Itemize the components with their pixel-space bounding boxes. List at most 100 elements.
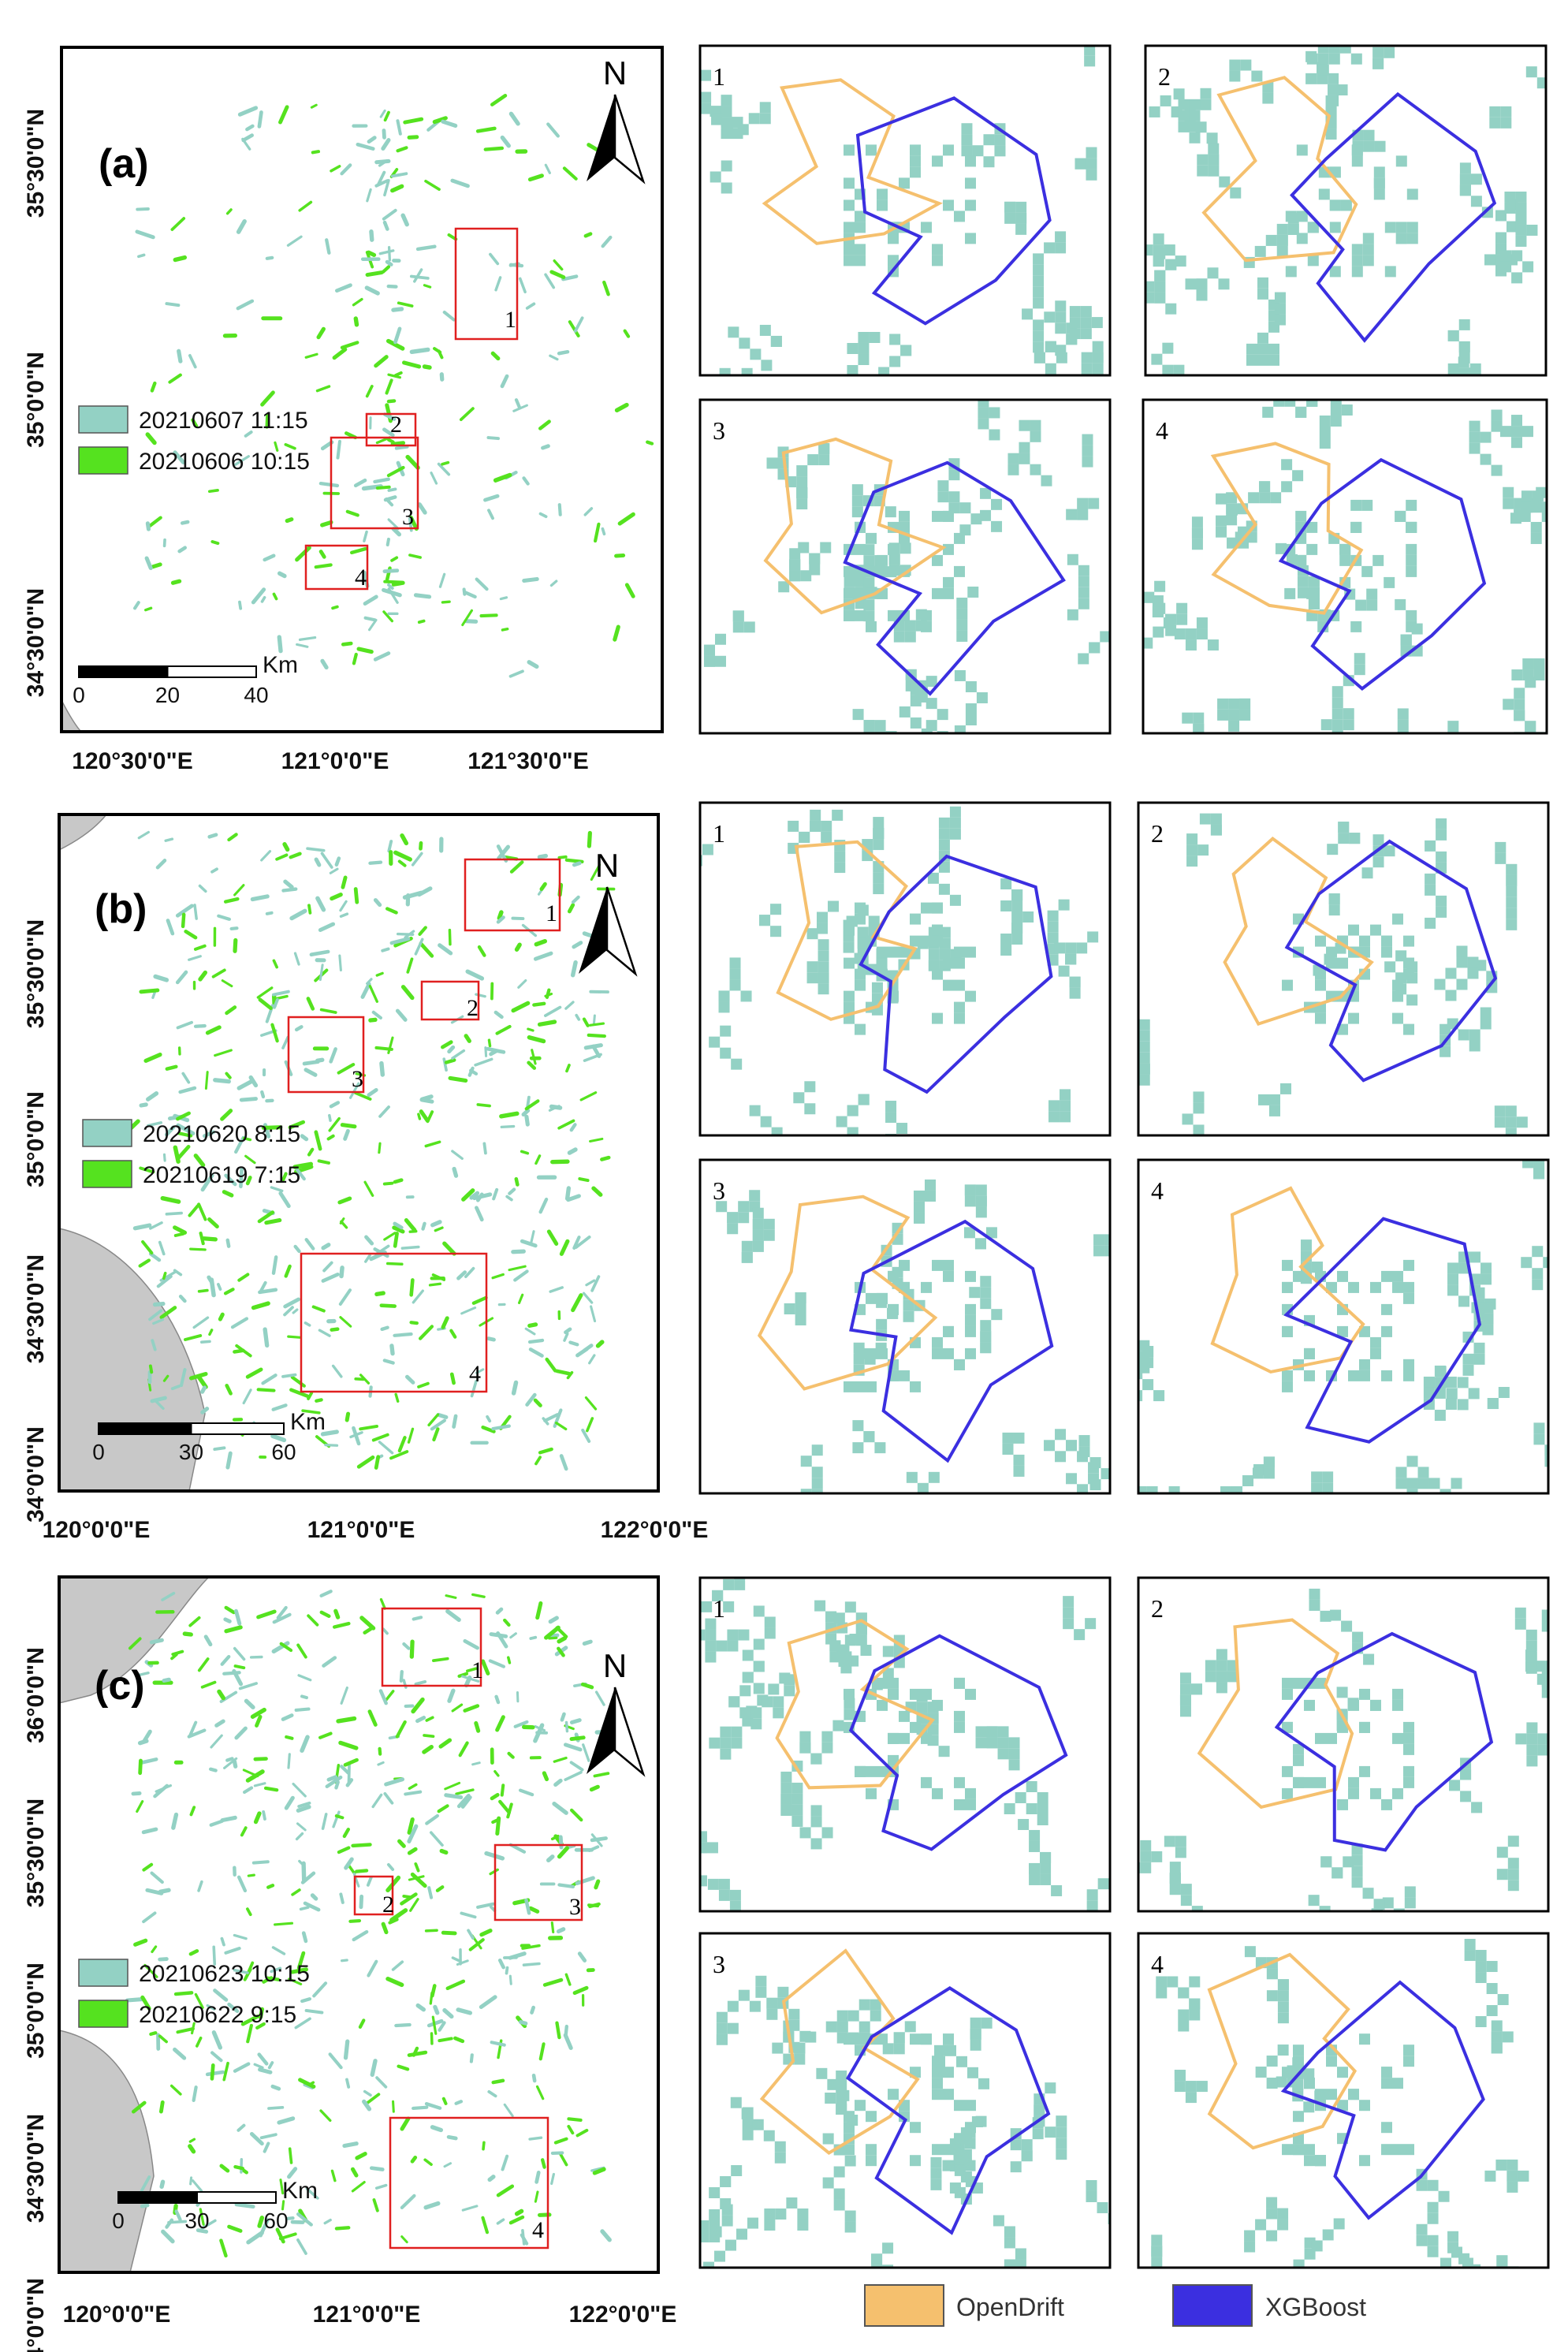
patch-later <box>797 2219 809 2231</box>
patch-earlier <box>151 562 162 569</box>
patch-later <box>1033 341 1045 353</box>
patch-later <box>533 951 553 961</box>
patch-later <box>263 1327 270 1348</box>
patch-later <box>938 850 950 862</box>
patch-later <box>211 2030 223 2050</box>
patch-later <box>1469 431 1480 443</box>
patch-later <box>932 155 943 167</box>
patch-earlier <box>285 517 294 524</box>
patch-earlier <box>544 1625 561 1640</box>
patch-later <box>1199 813 1211 825</box>
patch-later <box>868 915 880 927</box>
map-background <box>61 47 662 732</box>
patch-later <box>1525 1662 1537 1674</box>
patch-earlier <box>245 1769 265 1783</box>
patch-later <box>1416 2235 1428 2246</box>
bottom-legend: OpenDrift XGBoost <box>864 2284 1366 2327</box>
patch-later <box>821 1742 833 1754</box>
patch-later <box>1011 934 1023 945</box>
patch-later <box>430 472 438 485</box>
patch-later <box>1270 492 1282 504</box>
patch-earlier <box>479 1928 493 1937</box>
patch-later <box>1374 140 1386 152</box>
patch-earlier <box>278 105 289 125</box>
patch-earlier <box>445 1594 457 1599</box>
patch-later <box>148 1309 163 1321</box>
patch-earlier <box>390 184 404 193</box>
patch-later <box>727 1640 739 1652</box>
patch-later <box>1486 2005 1498 2017</box>
patch-later <box>415 1716 426 1724</box>
patch-earlier <box>441 1040 453 1049</box>
patch-later <box>1329 32 1340 43</box>
patch-later <box>1515 235 1527 247</box>
patch-later <box>1262 406 1274 418</box>
patch-later <box>270 1966 282 1974</box>
patch-later <box>371 1010 382 1019</box>
patch-later <box>1283 2271 1294 2282</box>
patch-later <box>866 144 877 156</box>
patch-later <box>293 952 300 966</box>
patch-later <box>1392 913 1403 925</box>
patch-later <box>759 102 771 114</box>
patch-earlier <box>189 1806 196 1817</box>
patch-later <box>321 1273 340 1283</box>
inset-frame <box>698 1576 1112 1913</box>
patch-earlier <box>371 1433 389 1442</box>
patch-earlier <box>317 1159 330 1165</box>
patch-earlier <box>351 2181 366 2193</box>
patch-later <box>1456 945 1468 957</box>
patch-later <box>965 946 976 958</box>
patch-later <box>1403 1776 1414 1788</box>
patch-later <box>1179 1672 1191 1684</box>
highlight-box-4 <box>300 1252 488 1393</box>
patch-later <box>1336 1687 1348 1698</box>
patch-earlier <box>319 1610 331 1619</box>
patch-later <box>1189 1976 1201 1988</box>
patch-later <box>985 1227 997 1239</box>
patch-later <box>1381 1303 1392 1315</box>
patch-later <box>236 218 247 234</box>
patch-later <box>806 972 818 984</box>
patch-later <box>723 1579 735 1590</box>
patch-earlier <box>500 1784 505 1797</box>
patch-earlier <box>490 93 508 106</box>
patch-later <box>1359 935 1370 947</box>
patch-later <box>1458 341 1470 352</box>
patch-earlier <box>439 1848 449 1855</box>
patch-later <box>1309 1588 1320 1600</box>
patch-later <box>469 2053 474 2063</box>
patch-earlier <box>374 1046 393 1051</box>
patch-later <box>1193 1091 1205 1103</box>
patch-later <box>1104 1245 1110 1257</box>
patch-later <box>546 1854 555 1863</box>
patch-later <box>306 847 326 852</box>
patch-earlier <box>553 259 564 271</box>
patch-later <box>1142 1379 1154 1391</box>
patch-earlier <box>310 103 318 109</box>
patch-later <box>1254 245 1266 257</box>
patch-later <box>1138 1390 1143 1402</box>
patch-earlier <box>347 1864 356 1875</box>
patch-later <box>1033 286 1045 298</box>
patch-earlier <box>151 1945 158 1954</box>
patch-later <box>283 879 294 889</box>
patch-later <box>382 1627 389 1635</box>
legend-label: 20210607 11:15 <box>139 408 308 434</box>
patch-earlier <box>393 371 403 377</box>
patch-later <box>949 806 961 818</box>
patch-later <box>1282 2067 1293 2078</box>
patch-earlier <box>461 1188 475 1202</box>
patch-later <box>1447 2231 1459 2242</box>
patch-later <box>173 2047 187 2060</box>
patch-later <box>888 609 899 621</box>
patch-later <box>932 1699 943 1711</box>
patch-later <box>511 1380 519 1396</box>
patch-later <box>738 1212 750 1224</box>
patch-later <box>393 1332 413 1337</box>
patch-later <box>1484 2170 1496 2182</box>
patch-later <box>412 1616 423 1621</box>
patch-later <box>1030 464 1041 475</box>
patch-later <box>954 1776 965 1788</box>
